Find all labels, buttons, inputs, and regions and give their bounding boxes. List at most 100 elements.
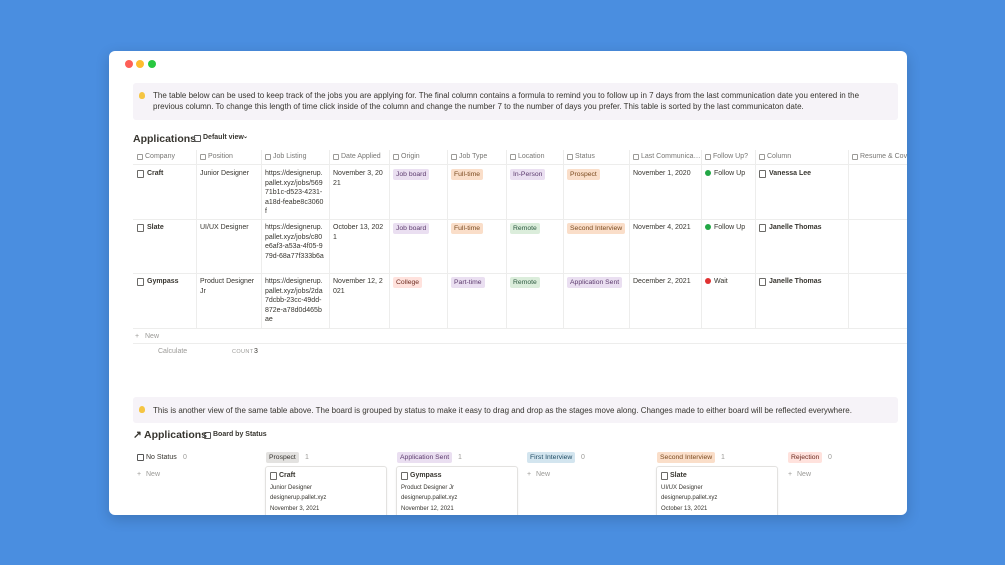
- new-card[interactable]: New: [536, 471, 551, 478]
- column-icon: [567, 154, 573, 160]
- board-title: Applications: [144, 429, 208, 441]
- group-icon: [137, 454, 144, 461]
- origin-tag: College: [393, 277, 423, 288]
- column-rule: [506, 150, 507, 328]
- callout-text: This is another view of the same table a…: [153, 406, 852, 415]
- column-icon: [510, 154, 516, 160]
- card-title: Gympass: [410, 472, 442, 479]
- column-header[interactable]: Job Type: [459, 153, 488, 160]
- view-icon: [194, 135, 201, 142]
- callout-text: The table below can be used to keep trac…: [153, 91, 860, 111]
- page-icon: [759, 278, 766, 286]
- count-value: 3: [254, 348, 258, 355]
- row-title[interactable]: Craft: [147, 170, 164, 177]
- group-label: Second Interview: [657, 452, 716, 463]
- relation[interactable]: Janelle Thomas: [769, 224, 822, 231]
- new-card[interactable]: New: [146, 471, 161, 478]
- minimize-button[interactable]: [136, 60, 144, 68]
- column-header[interactable]: Date Applied: [341, 153, 381, 160]
- follow-up: Wait: [714, 278, 728, 285]
- status-tag: Second Interview: [567, 223, 626, 234]
- group-label: No Status: [146, 454, 177, 461]
- job-listing[interactable]: https://designerup.pallet.xyz/jobs/c80e6…: [265, 224, 324, 260]
- column-header[interactable]: Position: [208, 153, 233, 160]
- link-arrow: ↗: [133, 429, 142, 441]
- column-icon: [633, 154, 639, 160]
- column-header[interactable]: Location: [518, 153, 545, 160]
- column-header[interactable]: Job Listing: [273, 153, 307, 160]
- group-label: Application Sent: [397, 452, 453, 463]
- view-switcher[interactable]: Default view: [203, 134, 244, 141]
- card[interactable]: [265, 466, 387, 515]
- view-caret: ⌄: [243, 134, 249, 140]
- card-date: October 13, 2021: [661, 506, 708, 512]
- group-label: Rejection: [788, 452, 823, 463]
- date-applied: October 13, 2021: [333, 224, 384, 241]
- card-title: Craft: [279, 472, 296, 479]
- new-row[interactable]: New: [145, 333, 160, 340]
- column-header[interactable]: Status: [575, 153, 595, 160]
- group-count: 1: [458, 454, 462, 461]
- column-header[interactable]: Column: [767, 153, 792, 160]
- new-card[interactable]: New: [797, 471, 812, 478]
- column-header[interactable]: Last Communica…: [641, 153, 701, 160]
- new-card-plus: +: [137, 471, 142, 478]
- card[interactable]: [656, 466, 778, 515]
- callout: [133, 397, 898, 423]
- column-header[interactable]: Company: [145, 153, 175, 160]
- column-icon: [451, 154, 457, 160]
- follow-up: Follow Up: [714, 224, 746, 231]
- bulb-icon: [139, 92, 145, 99]
- column-icon: [200, 154, 206, 160]
- column-icon: [705, 154, 711, 160]
- zoom-button[interactable]: [148, 60, 156, 68]
- page-icon: [759, 170, 766, 178]
- job-listing[interactable]: https://designerup.pallet.xyz/jobs/56971…: [265, 170, 324, 215]
- relation[interactable]: Vanessa Lee: [769, 170, 812, 177]
- origin-tag: Job board: [393, 223, 430, 234]
- location-tag: In-Person: [510, 169, 546, 180]
- column-rule: [447, 150, 448, 328]
- card-position: UI/UX Designer: [661, 485, 703, 491]
- group-count: 0: [581, 454, 585, 461]
- page-icon: [270, 472, 277, 480]
- date-applied: November 3, 2021: [333, 170, 383, 187]
- job-type-tag: Part-time: [451, 277, 485, 288]
- new-card-plus: +: [788, 471, 793, 478]
- status-tag: Prospect: [567, 169, 600, 180]
- view-icon: [204, 432, 211, 439]
- card-listing: designerup.pallet.xyz: [401, 495, 458, 501]
- page-icon: [137, 224, 144, 232]
- job-type-tag: Full-time: [451, 223, 484, 234]
- view-switcher[interactable]: Board by Status: [213, 431, 267, 438]
- column-rule: [848, 150, 849, 328]
- status-dot: [705, 278, 711, 284]
- card-position: Junior Designer: [270, 485, 313, 491]
- column-header[interactable]: Origin: [401, 153, 420, 160]
- row-title[interactable]: Gympass: [147, 278, 179, 285]
- column-icon: [137, 154, 143, 160]
- column-icon: [852, 154, 858, 160]
- group-count: 1: [721, 454, 725, 461]
- status-dot: [705, 224, 711, 230]
- close-button[interactable]: [125, 60, 133, 68]
- column-rule: [755, 150, 756, 328]
- column-rule: [629, 150, 630, 328]
- job-listing[interactable]: https://designerup.pallet.xyz/jobs/2da7d…: [265, 278, 323, 323]
- card[interactable]: [396, 466, 518, 515]
- column-header[interactable]: Follow Up?: [713, 153, 749, 160]
- page-icon: [759, 224, 766, 232]
- calculate[interactable]: Calculate: [158, 348, 188, 355]
- column-rule: [389, 150, 390, 328]
- relation[interactable]: Janelle Thomas: [769, 278, 822, 285]
- callout: [133, 83, 898, 120]
- column-header[interactable]: Resume & Cove: [860, 153, 907, 160]
- status-tag: Application Sent: [567, 277, 623, 288]
- row-rule: [133, 273, 907, 274]
- table-title: Applications: [133, 133, 197, 145]
- table-rule: [133, 164, 907, 165]
- card-position: Product Designer Jr: [401, 485, 455, 491]
- row-title[interactable]: Slate: [147, 224, 164, 231]
- page-icon: [137, 170, 144, 178]
